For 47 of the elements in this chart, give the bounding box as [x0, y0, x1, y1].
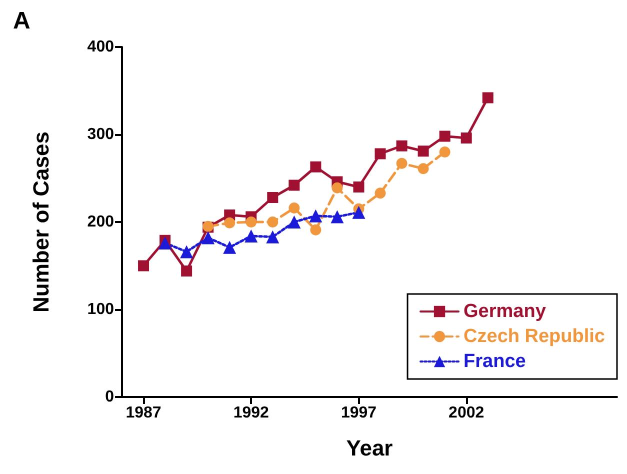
point: [224, 217, 236, 228]
point: [353, 182, 364, 192]
legend-label: Germany: [464, 301, 546, 322]
x-tick-label: 1987: [126, 404, 162, 422]
x-axis-title: Year: [346, 436, 394, 460]
point: [310, 161, 322, 172]
x-tick-label: 2002: [448, 404, 484, 422]
point: [288, 216, 301, 228]
chart-title: A: [13, 8, 30, 34]
y-tick-label: 0: [105, 388, 114, 406]
point: [288, 202, 300, 214]
point: [202, 231, 215, 244]
point: [330, 210, 344, 224]
y-tick-label: 200: [87, 214, 114, 230]
point: [267, 216, 278, 228]
y-tick-label: 100: [87, 301, 114, 318]
point: [374, 188, 386, 199]
point: [138, 260, 150, 272]
y-tick-label: 400: [87, 38, 114, 56]
x-tick-label: 1992: [233, 404, 270, 422]
point: [482, 92, 494, 104]
point: [418, 146, 429, 157]
point: [439, 130, 450, 142]
point: [267, 192, 278, 203]
point: [180, 245, 194, 258]
point: [244, 230, 258, 242]
legend-label: France: [464, 351, 526, 372]
y-axis-title: Number of Cases: [28, 132, 54, 312]
point: [374, 148, 386, 160]
point: [309, 209, 322, 222]
point: [246, 216, 257, 228]
point: [266, 230, 280, 244]
point: [332, 182, 343, 194]
point: [158, 236, 172, 250]
x-tick-label: 1997: [340, 404, 377, 422]
point: [223, 240, 236, 254]
point: [288, 180, 300, 191]
point: [396, 158, 408, 169]
point: [396, 140, 408, 152]
point: [310, 224, 322, 236]
point: [460, 132, 472, 144]
point: [181, 266, 192, 276]
point: [352, 206, 366, 219]
point: [439, 146, 450, 158]
legend-label: Czech Republic: [464, 326, 606, 347]
y-tick-label: 300: [87, 126, 114, 143]
point: [418, 163, 429, 174]
